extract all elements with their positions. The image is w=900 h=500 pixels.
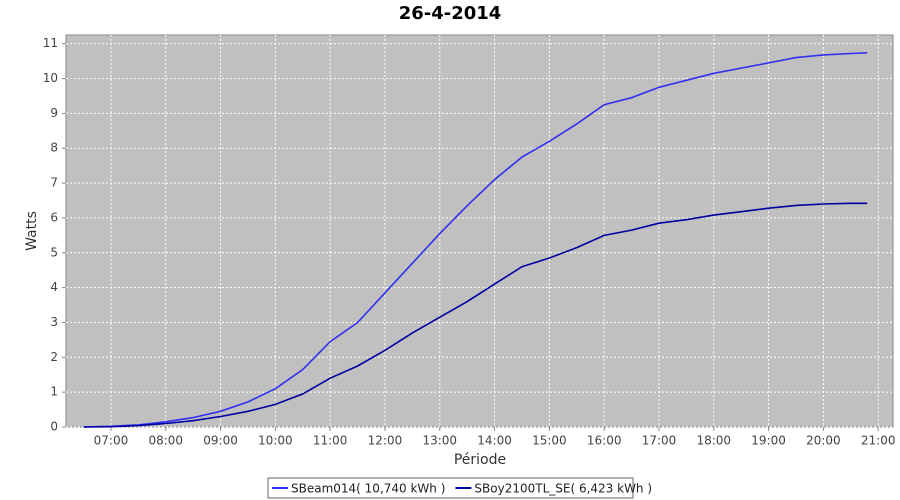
y-tick-label: 4 [50, 280, 58, 294]
x-tick-label: 19:00 [751, 434, 786, 448]
x-tick-label: 15:00 [532, 434, 567, 448]
y-tick-label: 2 [50, 350, 58, 364]
y-tick-label: 3 [50, 315, 58, 329]
y-tick-label: 6 [50, 210, 58, 224]
line-series [83, 52, 868, 428]
x-tick-label: 07:00 [94, 434, 129, 448]
legend-label: SBoy2100TL_SE( 6,423 kWh ) [474, 482, 652, 496]
y-tick-label: 10 [43, 71, 58, 85]
x-tick-label: 17:00 [642, 434, 677, 448]
x-tick-label: 20:00 [806, 434, 841, 448]
y-tick-label: 7 [50, 176, 58, 190]
y-tick-label: 1 [50, 385, 58, 399]
line-series [83, 202, 868, 428]
y-axis-label: Watts [24, 211, 40, 251]
x-tick-label: 13:00 [422, 434, 457, 448]
x-axis-label: Période [454, 452, 506, 468]
x-tick-label: 12:00 [368, 434, 403, 448]
y-tick-label: 8 [50, 141, 58, 155]
y-tick-label: 5 [50, 245, 58, 259]
plot-area [65, 34, 894, 428]
legend [267, 477, 634, 499]
y-tick-label: 0 [50, 420, 58, 434]
x-tick-label: 21:00 [861, 434, 896, 448]
x-tick-label: 11:00 [313, 434, 348, 448]
legend-label: SBeam014( 10,740 kWh ) [291, 482, 445, 496]
y-tick-label: 11 [43, 36, 58, 50]
x-tick-label: 08:00 [148, 434, 183, 448]
y-tick-label: 9 [50, 106, 58, 120]
x-tick-label: 10:00 [258, 434, 293, 448]
x-tick-label: 09:00 [203, 434, 238, 448]
x-tick-label: 18:00 [696, 434, 731, 448]
chart-title: 26-4-2014 [399, 3, 502, 24]
x-tick-label: 16:00 [587, 434, 622, 448]
x-tick-label: 14:00 [477, 434, 512, 448]
